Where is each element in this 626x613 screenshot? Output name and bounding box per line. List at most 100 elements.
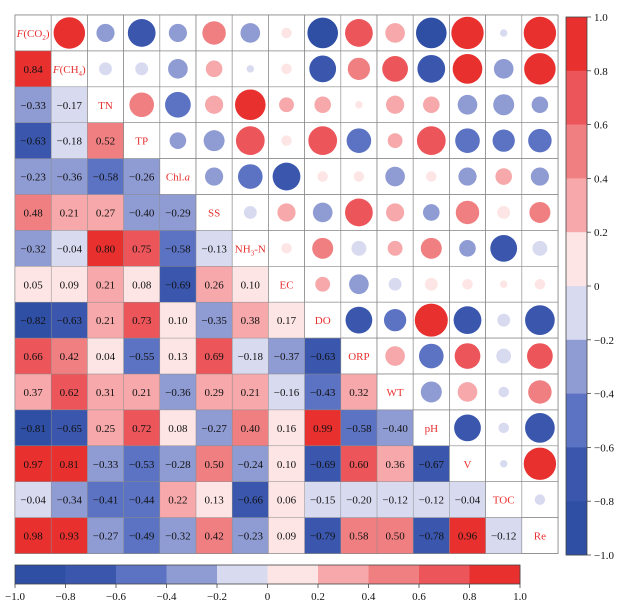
bottom-colorbar-tick-label: −0.8	[56, 591, 76, 603]
corr-circle	[534, 279, 546, 290]
corr-value-label: −0.63	[57, 315, 83, 327]
corr-circle	[527, 343, 553, 369]
corr-cell	[304, 374, 341, 410]
variable-label: TN	[98, 100, 113, 112]
corr-value-label: −0.66	[238, 495, 264, 507]
corr-value-label: −0.33	[20, 100, 46, 112]
corr-circle	[385, 23, 405, 43]
corr-circle	[498, 422, 509, 434]
corr-value-label: 0.50	[204, 459, 224, 471]
corr-value-label: 0.80	[96, 243, 116, 255]
corr-circle	[459, 240, 476, 257]
corr-cell	[123, 230, 160, 267]
corr-circle	[312, 237, 334, 259]
bottom-colorbar-tick-label: −1.0	[5, 591, 25, 603]
corr-circle	[347, 57, 371, 80]
corr-value-label: −0.17	[57, 100, 83, 112]
corr-cell	[87, 338, 124, 374]
corr-value-label: −0.16	[274, 387, 300, 399]
corr-value-label: −0.04	[57, 243, 83, 255]
corr-value-label: −0.58	[165, 243, 191, 255]
corr-circle	[497, 313, 511, 327]
corr-circle	[451, 16, 484, 50]
corr-value-label: −0.20	[346, 495, 372, 507]
corr-cell	[268, 445, 305, 482]
corr-circle	[202, 21, 226, 45]
corr-cell	[159, 517, 196, 554]
variable-label: NH3-N	[235, 243, 266, 257]
corr-cell	[413, 445, 450, 482]
corr-cell	[51, 230, 88, 267]
corr-cell	[51, 445, 88, 482]
corr-value-label: 0.10	[168, 315, 188, 327]
corr-cell	[304, 445, 341, 482]
colorbar-tick-label: −0.2	[594, 335, 614, 347]
corr-cell	[449, 517, 486, 554]
corr-circle	[235, 126, 265, 156]
corr-circle	[454, 343, 481, 369]
corr-value-label: −0.28	[165, 459, 191, 471]
corr-cell	[232, 302, 269, 339]
corr-value-label: −0.24	[238, 459, 264, 471]
corr-cell	[15, 230, 52, 267]
corr-value-label: 0.16	[277, 423, 297, 435]
corr-cell	[449, 481, 486, 518]
corr-value-label: 0.66	[23, 351, 43, 363]
corr-cell	[51, 194, 88, 231]
corr-circle	[426, 171, 437, 182]
corr-circle	[281, 27, 292, 39]
corr-value-label: 0.31	[96, 387, 115, 399]
corr-circle	[351, 240, 367, 256]
corr-circle	[246, 65, 255, 73]
corr-value-label: 0.99	[313, 423, 333, 435]
corr-cell	[51, 266, 88, 303]
corr-circle	[205, 167, 224, 186]
corr-value-label: 0.48	[23, 207, 43, 219]
corr-value-label: −0.44	[129, 495, 155, 507]
corr-value-label: 0.69	[204, 351, 224, 363]
corr-cell	[15, 517, 52, 554]
corr-value-label: 0.13	[168, 351, 188, 363]
corr-cell	[51, 409, 88, 446]
corr-value-label: 0.84	[23, 64, 43, 76]
corr-circle	[493, 59, 514, 79]
corr-cell	[268, 374, 305, 410]
corr-cell	[87, 158, 124, 195]
corr-cell	[123, 338, 160, 374]
corr-circle	[345, 306, 373, 334]
corr-value-label: −0.32	[165, 531, 190, 543]
variable-label: WT	[387, 387, 404, 399]
corr-cell	[340, 374, 377, 410]
bottom-colorbar-segment	[116, 565, 167, 584]
corr-value-label: 0.93	[60, 531, 80, 543]
corr-cell	[232, 481, 269, 518]
corr-cell	[159, 230, 196, 267]
corr-circle	[279, 97, 294, 113]
corr-cell	[304, 481, 341, 518]
colorbar-tick-label: −0.8	[594, 496, 614, 508]
corr-circle	[423, 96, 440, 114]
corr-value-label: 0.73	[132, 315, 152, 327]
corr-value-label: 0.08	[132, 279, 152, 291]
colorbar-segment	[566, 178, 587, 233]
corr-value-label: −0.79	[310, 531, 336, 543]
corr-circle	[492, 129, 515, 152]
bottom-colorbar-segment	[469, 565, 521, 584]
corr-value-label: 0.27	[96, 207, 116, 219]
corr-circle	[418, 343, 444, 369]
diagonal-cell	[195, 194, 233, 231]
corr-cell	[87, 230, 124, 267]
corr-value-label: −0.67	[419, 459, 445, 471]
corr-circle	[312, 202, 333, 223]
variable-label: DO	[315, 315, 331, 327]
bottom-colorbar-tick-label: −0.2	[207, 591, 227, 603]
colorbar-segment	[566, 447, 587, 502]
corr-value-label: 0.29	[204, 387, 224, 399]
corr-cell	[196, 266, 233, 303]
corr-value-label: −0.12	[382, 495, 407, 507]
corr-cell	[15, 158, 52, 195]
corr-circle	[416, 126, 446, 156]
corr-cell	[232, 517, 269, 554]
corr-value-label: −0.40	[382, 423, 408, 435]
corr-value-label: 0.97	[23, 459, 43, 471]
